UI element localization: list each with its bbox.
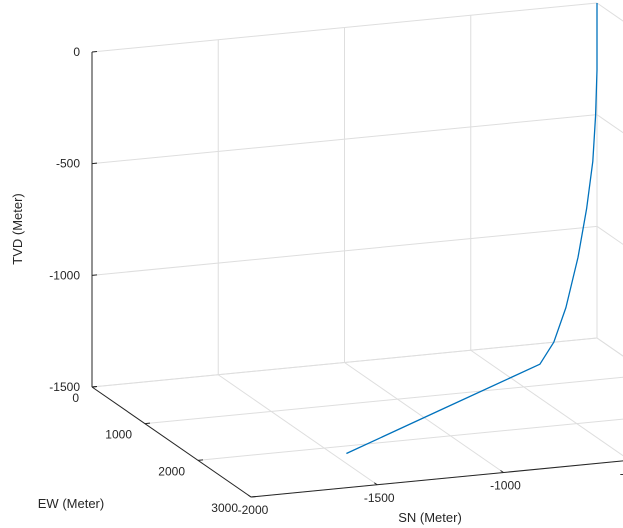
y-tick-mark: [250, 496, 257, 498]
x-tick-mark: [500, 470, 504, 473]
grid-line: [596, 337, 623, 357]
grid-line: [250, 460, 623, 498]
grid-line: [91, 114, 598, 165]
z-tick-mark: [91, 162, 98, 165]
grid-line: [596, 2, 623, 22]
x-tick-label: -500: [620, 466, 623, 480]
grid-line: [217, 374, 378, 486]
y-axis-line: [91, 386, 252, 498]
x-tick-label: -1000: [490, 479, 521, 493]
x-tick-label: -2000: [238, 503, 269, 517]
grid-line: [596, 225, 623, 245]
y-tick-label: 3000: [211, 501, 238, 515]
grid-line: [596, 114, 623, 134]
x-tick-mark: [373, 482, 378, 486]
grid-line: [144, 376, 623, 425]
grid-line: [470, 349, 623, 457]
grid-line: [197, 418, 623, 461]
x-axis-line: [250, 460, 623, 498]
z-tick-label: 0: [73, 45, 80, 59]
x-tick-mark: [247, 494, 252, 498]
z-tick-mark: [91, 274, 98, 276]
y-tick-label: 1000: [105, 428, 132, 442]
grid-line: [91, 2, 598, 53]
grid-lines: [91, 2, 623, 498]
z-tick-label: -1500: [49, 380, 80, 394]
axes: [91, 51, 623, 498]
y-tick-mark: [144, 422, 151, 425]
z-tick-mark: [91, 51, 98, 53]
y-tick-mark: [91, 386, 98, 388]
grid-line: [596, 337, 623, 357]
grid-line: [91, 337, 598, 388]
z-tick-label: -1000: [49, 268, 80, 282]
x-tick-label: -1500: [364, 491, 395, 505]
series-layer: [346, 3, 598, 455]
z-axis-label: TVD (Meter): [10, 193, 25, 265]
z-tick-label: -500: [56, 157, 80, 171]
grid-line: [91, 225, 598, 276]
y-tick-mark: [197, 459, 204, 461]
x-axis-label: SN (Meter): [398, 510, 462, 525]
trajectory-line: [346, 3, 598, 455]
y-tick-label: 0: [72, 391, 79, 405]
y-tick-label: 2000: [158, 464, 185, 478]
y-axis-label: EW (Meter): [38, 496, 104, 511]
